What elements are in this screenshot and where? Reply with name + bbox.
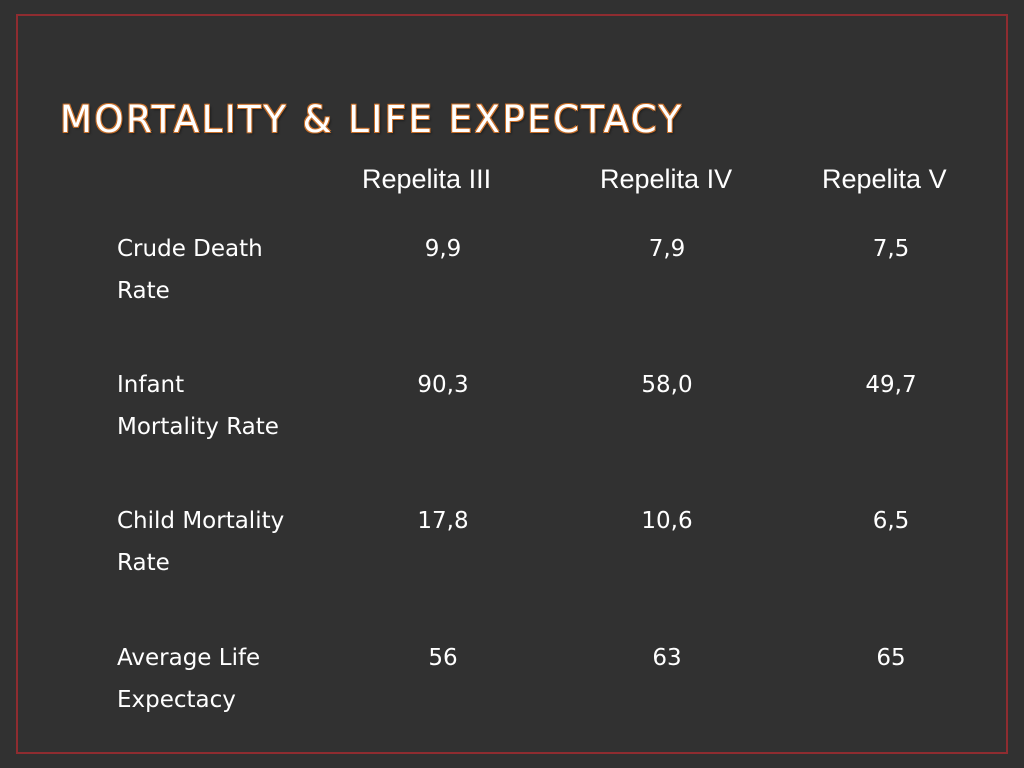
table-cell: 7,5 [872,236,910,262]
row-label-line: Average Life [117,645,261,671]
table-cell: 56 [428,645,458,671]
row-label-line: Child Mortality [117,508,285,534]
slide-title: MORTALITY & LIFE EXPECTACY [60,98,684,141]
row-label: Average Life Expectacy [117,637,357,721]
table-cell: 58,0 [641,372,693,398]
table-cell: 63 [652,645,682,671]
row-label-line: Rate [117,278,170,304]
row-label-line: Infant [117,372,185,398]
table-cell: 90,3 [417,372,469,398]
row-label-line: Mortality Rate [117,414,279,440]
table-cell: 7,9 [648,236,686,262]
row-label-line: Expectacy [117,687,236,713]
row-label-line: Rate [117,550,170,576]
table-cell: 9,9 [424,236,462,262]
row-label: Crude Death Rate [117,228,357,312]
row-label-line: Crude Death [117,236,263,262]
row-label: Child Mortality Rate [117,500,357,584]
column-header-repelita-iii: Repelita III [362,164,492,194]
column-header-repelita-iv: Repelita IV [600,164,733,194]
table-cell: 10,6 [641,508,693,534]
table-cell: 49,7 [865,372,917,398]
table-cell: 6,5 [872,508,910,534]
table-cell: 65 [876,645,906,671]
column-header-repelita-v: Repelita V [822,164,947,194]
table-cell: 17,8 [417,508,469,534]
row-label: Infant Mortality Rate [117,364,357,448]
slide-frame [16,14,1008,754]
